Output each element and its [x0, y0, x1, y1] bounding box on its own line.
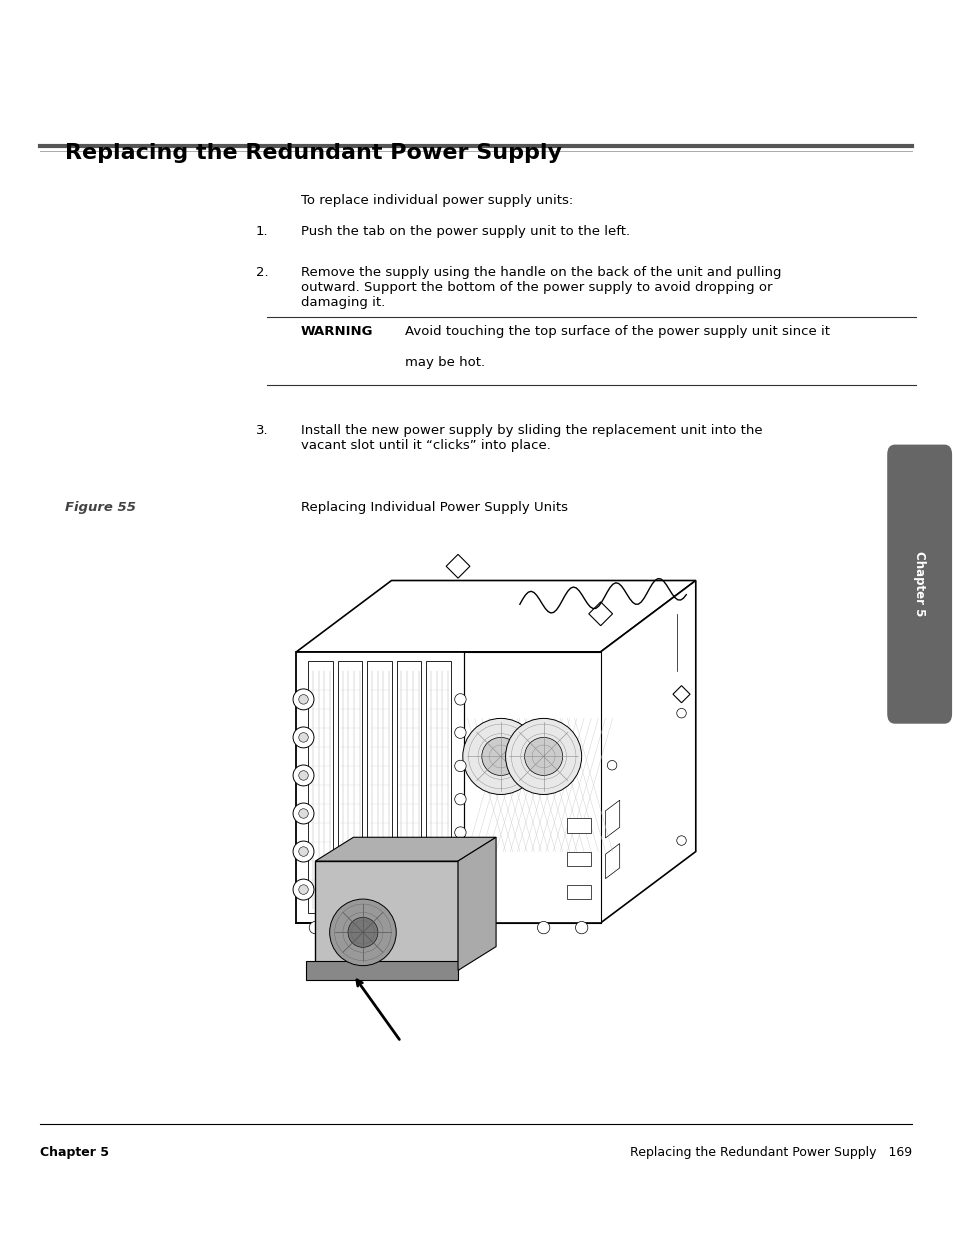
Text: 3.: 3. — [255, 424, 268, 437]
Polygon shape — [463, 652, 600, 923]
Circle shape — [676, 836, 685, 845]
Text: 1.: 1. — [255, 225, 268, 238]
Circle shape — [298, 694, 308, 704]
Circle shape — [298, 771, 308, 781]
Text: Push the tab on the power supply unit to the left.: Push the tab on the power supply unit to… — [300, 225, 629, 238]
Bar — [567, 819, 591, 832]
Bar — [308, 662, 333, 914]
Circle shape — [537, 921, 549, 934]
Circle shape — [298, 809, 308, 819]
Circle shape — [524, 737, 562, 776]
Text: Chapter 5: Chapter 5 — [912, 552, 925, 616]
Circle shape — [309, 921, 321, 934]
Polygon shape — [605, 800, 619, 839]
Text: 2.: 2. — [255, 266, 268, 279]
Bar — [396, 662, 421, 914]
Circle shape — [481, 737, 519, 776]
Polygon shape — [605, 844, 619, 878]
Polygon shape — [457, 837, 496, 971]
Polygon shape — [446, 555, 470, 578]
Text: Install the new power supply by sliding the replacement unit into the
vacant slo: Install the new power supply by sliding … — [300, 424, 761, 452]
Circle shape — [348, 918, 377, 947]
Text: Avoid touching the top surface of the power supply unit since it: Avoid touching the top surface of the po… — [405, 325, 829, 338]
Circle shape — [298, 884, 308, 894]
Circle shape — [298, 847, 308, 856]
Circle shape — [293, 841, 314, 862]
Circle shape — [293, 727, 314, 748]
Circle shape — [505, 719, 581, 794]
Circle shape — [462, 719, 538, 794]
Bar — [337, 662, 362, 914]
Polygon shape — [588, 601, 612, 626]
Bar — [367, 662, 392, 914]
Bar — [426, 662, 451, 914]
Polygon shape — [296, 580, 695, 652]
Polygon shape — [600, 580, 695, 923]
Text: Figure 55: Figure 55 — [65, 501, 135, 515]
Circle shape — [293, 764, 314, 785]
Polygon shape — [306, 961, 457, 979]
Circle shape — [575, 921, 587, 934]
Circle shape — [293, 689, 314, 710]
Text: Chapter 5: Chapter 5 — [40, 1146, 109, 1160]
Polygon shape — [296, 652, 600, 923]
Text: Replacing Individual Power Supply Units: Replacing Individual Power Supply Units — [300, 501, 567, 515]
FancyBboxPatch shape — [886, 445, 951, 724]
Circle shape — [347, 921, 359, 934]
Circle shape — [293, 803, 314, 824]
Circle shape — [455, 727, 466, 739]
Text: may be hot.: may be hot. — [405, 356, 485, 369]
Circle shape — [455, 826, 466, 839]
Text: Remove the supply using the handle on the back of the unit and pulling
outward. : Remove the supply using the handle on th… — [300, 266, 781, 309]
Text: To replace individual power supply units:: To replace individual power supply units… — [300, 194, 572, 207]
Circle shape — [455, 794, 466, 805]
Circle shape — [298, 732, 308, 742]
Polygon shape — [315, 861, 457, 971]
Bar — [567, 884, 591, 899]
Circle shape — [676, 709, 685, 718]
Text: Replacing the Redundant Power Supply   169: Replacing the Redundant Power Supply 169 — [629, 1146, 911, 1160]
Circle shape — [293, 879, 314, 900]
Circle shape — [455, 761, 466, 772]
Circle shape — [455, 893, 466, 905]
Circle shape — [330, 899, 395, 966]
Text: WARNING: WARNING — [300, 325, 373, 338]
Text: Replacing the Redundant Power Supply: Replacing the Redundant Power Supply — [65, 143, 561, 163]
Circle shape — [455, 694, 466, 705]
Bar — [567, 852, 591, 866]
Polygon shape — [315, 837, 496, 861]
Circle shape — [455, 860, 466, 872]
Polygon shape — [672, 685, 689, 703]
Circle shape — [607, 761, 617, 769]
